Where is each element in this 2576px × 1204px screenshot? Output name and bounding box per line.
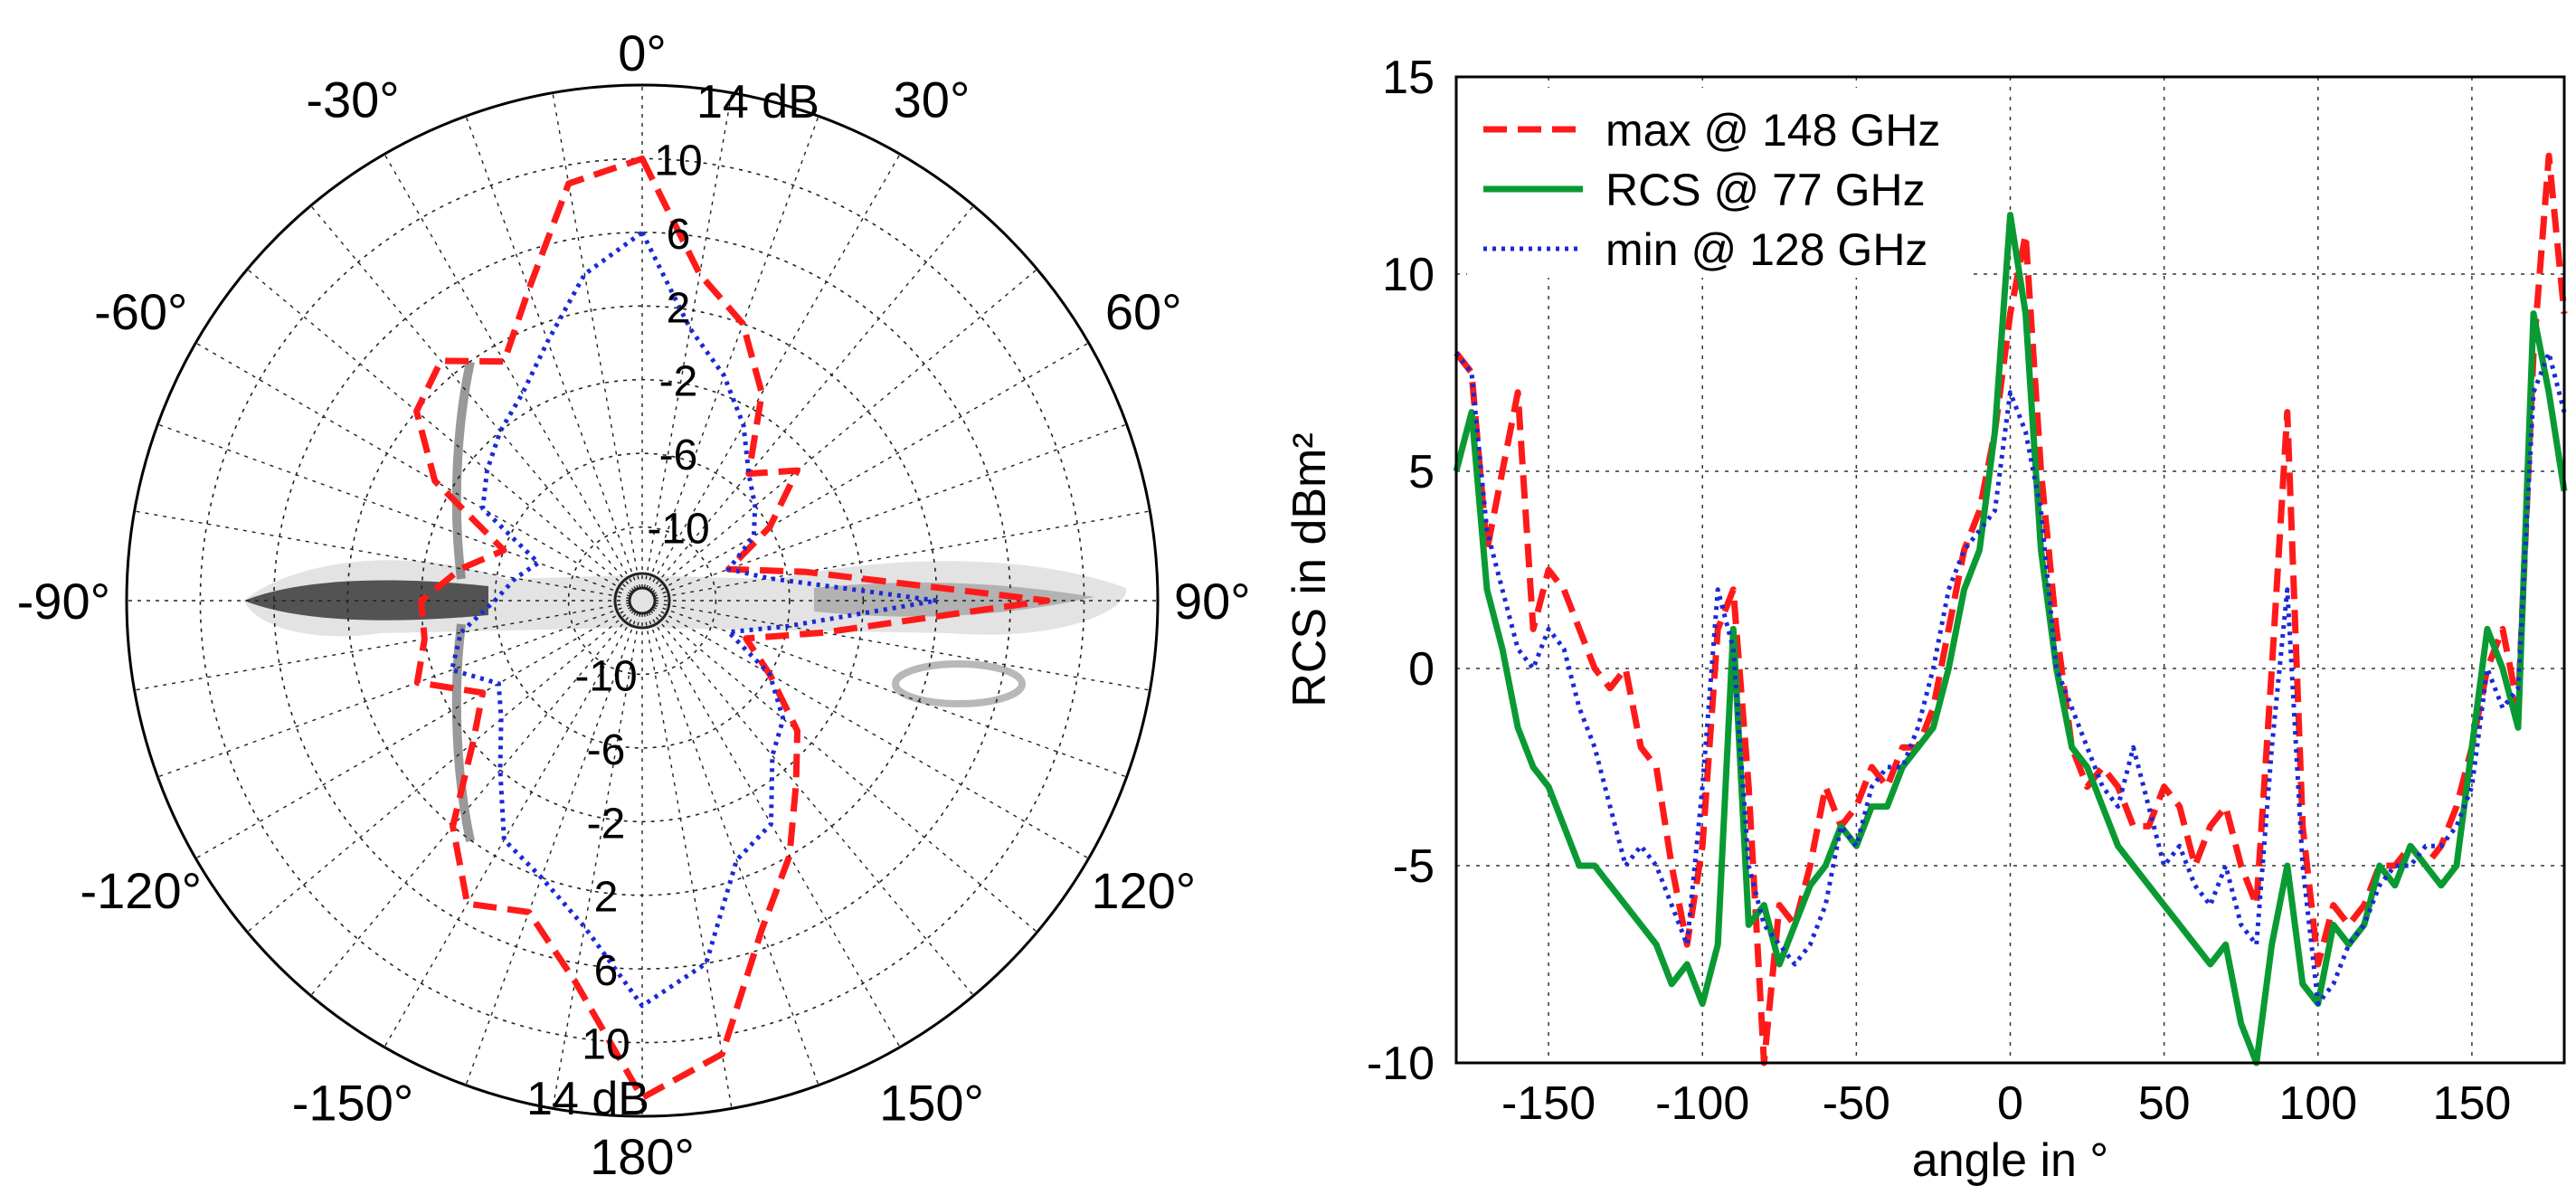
- y-tick-label: 15: [1382, 52, 1435, 104]
- polar-rcs-chart: 0° 30° 60° 90° 120° 150° 180° -150° -120° -90° -60…: [17, 24, 1251, 1185]
- polar-angle-tick: -30°: [306, 71, 399, 128]
- polar-grid-spoke: [646, 116, 819, 590]
- polar-grid-spoke: [310, 204, 635, 592]
- polar-center-mark: [613, 572, 671, 630]
- polar-grid-spoke: [134, 602, 630, 691]
- polar-angle-tick: 60°: [1105, 283, 1182, 340]
- polar-radial-tick: 6: [594, 947, 619, 995]
- cartesian-series-line-2: [1454, 350, 2567, 1007]
- x-tick-label: -150: [1501, 1077, 1596, 1130]
- plot-frame: [1454, 75, 2566, 1065]
- polar-grid-spoke: [651, 269, 1038, 593]
- polar-grid-spoke: [310, 610, 635, 997]
- polar-grid-spoke: [649, 204, 974, 592]
- cartesian-series-group: [1453, 152, 2568, 1067]
- polar-grid-spoke: [465, 611, 639, 1085]
- polar-radial-tick: -10: [574, 652, 637, 700]
- polar-radial-tick: -10: [647, 506, 709, 554]
- x-tick-label: 0: [1997, 1077, 2023, 1130]
- x-tick-label: 100: [2278, 1077, 2357, 1130]
- polar-grid-spoke: [384, 611, 637, 1048]
- x-tick-label: -50: [1823, 1077, 1890, 1130]
- polar-grid-ring: [567, 526, 717, 676]
- y-tick-label: 0: [1408, 643, 1435, 696]
- polar-grid-spoke: [384, 154, 637, 591]
- polar-center-mark: [628, 586, 657, 615]
- polar-series-line-0: [413, 155, 1051, 1102]
- polar-grid-spoke: [246, 608, 633, 933]
- polar-angle-tick: 150°: [879, 1074, 984, 1131]
- polar-labels: 0° 30° 60° 90° 120° 150° 180° -150° -120° -90° -60…: [17, 24, 1251, 1185]
- polar-radial-tick: 10: [582, 1021, 630, 1069]
- polar-grid-spoke: [246, 269, 633, 593]
- polar-radial-tick: -2: [587, 800, 626, 848]
- polar-grid-spoke: [648, 611, 901, 1048]
- legend-box: [1467, 88, 1974, 278]
- polar-grid-spoke: [648, 154, 901, 591]
- polar-radial-max: 14 dB: [696, 76, 819, 128]
- y-tick-label: 10: [1382, 249, 1435, 301]
- polar-grid-spoke: [652, 342, 1089, 595]
- cartesian-series-line-0: [1454, 152, 2568, 1067]
- x-axis-label: angle in °: [1912, 1134, 2108, 1187]
- y-tick-label: -10: [1367, 1038, 1435, 1090]
- polar-radial-max: 14 dB: [526, 1073, 649, 1125]
- polar-angle-tick: -60°: [94, 283, 187, 340]
- polar-grid-spoke: [654, 602, 1151, 691]
- polar-grid-spoke: [552, 612, 641, 1109]
- polar-radial-tick: 6: [667, 211, 691, 259]
- polar-outer-ring: [125, 83, 1160, 1118]
- polar-radial-tick: -6: [659, 431, 698, 479]
- polar-angle-tick: 120°: [1091, 862, 1196, 919]
- polar-grid-spoke: [465, 116, 639, 590]
- polar-radial-tick: 2: [667, 284, 691, 332]
- y-tick-label: 5: [1408, 446, 1435, 498]
- polar-radial-tick: 2: [594, 874, 619, 922]
- polar-grid-spoke: [157, 423, 631, 597]
- y-tick-label: -5: [1393, 840, 1435, 893]
- polar-angle-tick: 30°: [894, 71, 971, 128]
- polar-grid-spoke: [643, 92, 733, 589]
- legend-label: max @ 148 GHz: [1605, 105, 1940, 156]
- polar-grid-spoke: [654, 510, 1151, 600]
- polar-grid-spoke: [157, 604, 631, 778]
- motorcycle-mirror: [892, 660, 1026, 707]
- y-axis-label: RCS in dBm²: [1283, 432, 1336, 706]
- polar-grid-spoke: [651, 608, 1038, 933]
- polar-grid-spoke: [195, 606, 632, 859]
- chart-legend: max @ 148 GHz RCS @ 77 GHz min @ 128 GHz: [1467, 88, 1974, 278]
- cartesian-series-line-1: [1453, 212, 2568, 1067]
- polar-grid-spoke: [134, 510, 630, 600]
- polar-grid-spoke: [652, 606, 1089, 859]
- polar-angle-tick: -90°: [17, 573, 110, 630]
- x-tick-label: 50: [2138, 1077, 2191, 1130]
- polar-angle-tick: 180°: [590, 1128, 695, 1185]
- polar-grid-spoke: [195, 342, 632, 595]
- x-tick-label: -100: [1655, 1077, 1749, 1130]
- polar-angle-tick: -150°: [292, 1074, 413, 1131]
- polar-series-line-1: [450, 230, 940, 1009]
- polar-radial-tick: 10: [654, 137, 702, 185]
- polar-radial-tick: -6: [587, 726, 626, 774]
- legend-label: min @ 128 GHz: [1605, 224, 1927, 275]
- polar-series-group: [413, 155, 1051, 1102]
- polar-angle-tick: 90°: [1174, 573, 1251, 630]
- motorcycle-body-silhouette: [244, 560, 1127, 637]
- motorcycle-handlebar: [451, 360, 475, 843]
- polar-radial-tick: -2: [659, 358, 698, 406]
- legend-label: RCS @ 77 GHz: [1605, 165, 1926, 215]
- polar-angle-tick: 0°: [618, 24, 667, 81]
- x-tick-label: 150: [2433, 1077, 2512, 1130]
- polar-grid-spoke: [643, 612, 733, 1109]
- polar-grid-spoke: [649, 610, 974, 997]
- polar-grid-spoke: [552, 92, 641, 589]
- polar-angle-tick: -120°: [80, 862, 202, 919]
- polar-grid-spoke: [646, 611, 819, 1085]
